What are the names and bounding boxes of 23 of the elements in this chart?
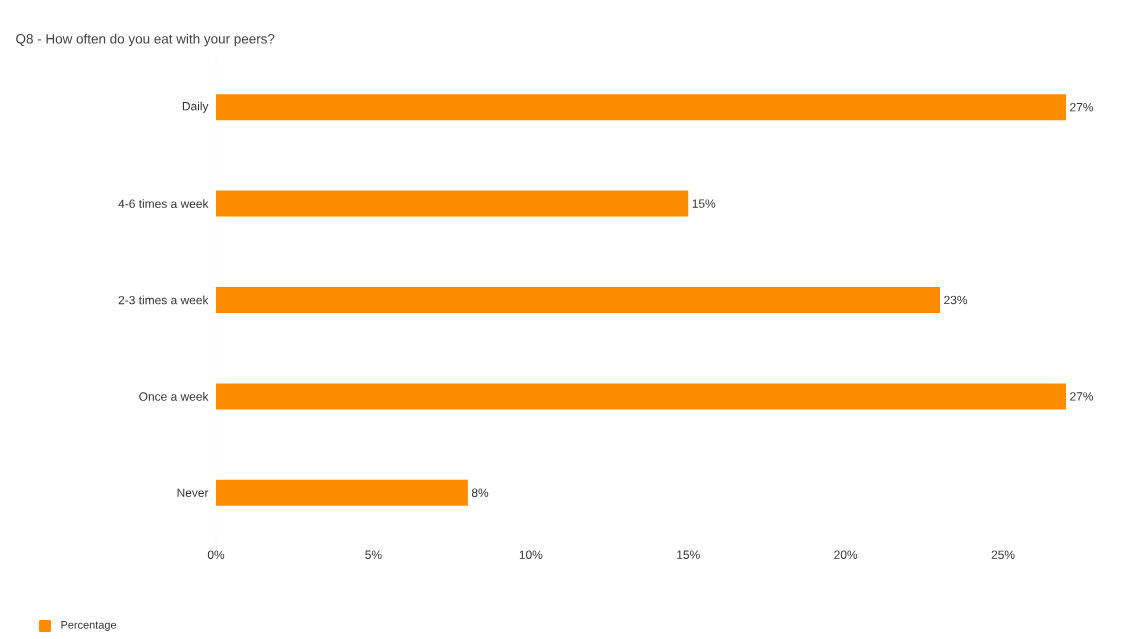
x-tick-label: 15% (677, 550, 700, 559)
chart-title: Q8 - How often do you eat with your peers? (16, 33, 275, 47)
y-tick-label: Daily (182, 101, 209, 113)
x-tick-label: 5% (365, 550, 382, 559)
x-tick-label: 0% (207, 550, 225, 559)
y-tick-label: Once a week (139, 392, 209, 401)
y-tick-label: 2-3 times a week (118, 295, 209, 305)
bar (216, 190, 689, 217)
y-tick-label: Never (177, 488, 209, 497)
data-label: 27% (1070, 392, 1094, 401)
bar (216, 479, 468, 506)
bar (216, 286, 941, 313)
data-label: 23% (944, 295, 968, 305)
data-label: 27% (1070, 102, 1094, 112)
data-label: 8% (471, 488, 489, 498)
x-tick-label: 20% (834, 550, 858, 559)
y-tick-label: 4-6 times a week (118, 199, 209, 208)
data-label: 15% (692, 199, 716, 208)
legend-label: Percentage (61, 621, 117, 631)
bar (216, 383, 1067, 410)
bar (216, 94, 1067, 121)
x-tick-label: 25% (991, 550, 1015, 559)
x-tick-label: 10% (519, 550, 543, 559)
